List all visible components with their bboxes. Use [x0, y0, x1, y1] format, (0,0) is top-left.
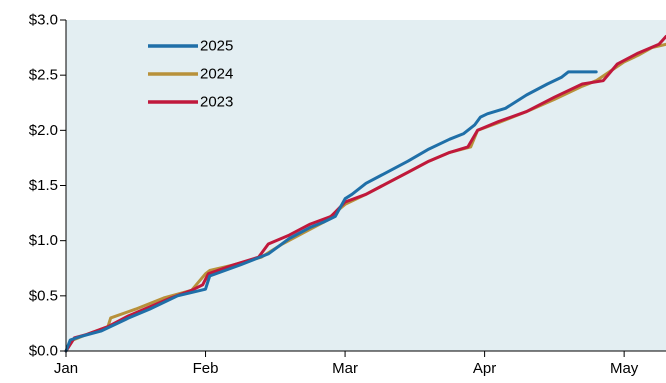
- series-line-2025: [64, 70, 598, 353]
- x-tick-label: May: [610, 360, 639, 377]
- x-tick-label: Feb: [193, 360, 219, 377]
- legend-label-2025: 2025: [200, 38, 233, 55]
- y-tick-label: $2.5: [29, 67, 58, 84]
- y-tick-label: $0.0: [29, 343, 58, 360]
- x-tick-label: Mar: [332, 360, 358, 377]
- x-tick-label: Jan: [54, 360, 78, 377]
- y-tick-label: $1.5: [29, 177, 58, 194]
- legend-label-2024: 2024: [200, 66, 233, 83]
- y-tick-label: $0.5: [29, 287, 58, 304]
- legend: 2025 2024 2023: [148, 38, 233, 111]
- y-tick-label: $3.0: [29, 12, 58, 29]
- x-axis-ticks: Jan Feb Mar Apr May: [54, 351, 639, 377]
- series-lines: [64, 35, 666, 353]
- y-tick-label: $1.0: [29, 232, 58, 249]
- legend-label-2023: 2023: [200, 94, 233, 111]
- y-tick-label: $2.0: [29, 122, 58, 139]
- series-line-2023: [64, 35, 666, 353]
- x-tick-label: Apr: [473, 360, 496, 377]
- y-axis-ticks: $0.0 $0.5 $1.0 $1.5 $2.0 $2.5 $3.0: [29, 12, 66, 360]
